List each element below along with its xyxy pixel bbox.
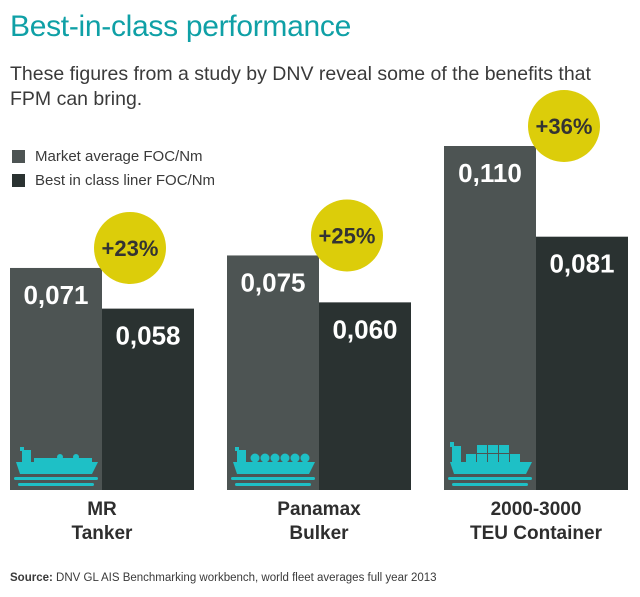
source-note: Source: DNV GL AIS Benchmarking workbenc… bbox=[10, 572, 437, 584]
data-label-market-2: 0,110 bbox=[458, 158, 522, 188]
percent-badge-label-1: +25% bbox=[319, 223, 376, 248]
percent-badge-1 bbox=[311, 199, 383, 272]
data-label-best-2: 0,081 bbox=[549, 249, 614, 279]
bar-market-2 bbox=[444, 146, 536, 490]
legend-swatch-market bbox=[12, 149, 25, 163]
category-label-1-0: Panamax bbox=[277, 499, 361, 520]
legend-swatch-best bbox=[12, 173, 25, 187]
source-label: Source: bbox=[10, 572, 53, 584]
bar-best-2 bbox=[536, 236, 628, 490]
data-label-best-1: 0,060 bbox=[332, 314, 397, 344]
tanker-ship-icon bbox=[14, 447, 98, 486]
legend-label-market: Market average FOC/Nm bbox=[35, 147, 203, 165]
category-label-2-0: 2000-3000 bbox=[491, 499, 582, 520]
category-label-0-1: Tanker bbox=[72, 523, 134, 544]
source-text: DNV GL AIS Benchmarking workbench, world… bbox=[52, 572, 437, 584]
category-label-2-1: TEU Container bbox=[470, 523, 603, 544]
data-label-best-0: 0,058 bbox=[115, 321, 180, 351]
container-ship-icon bbox=[448, 442, 532, 486]
chart-subtitle: These figures from a study by DNV reveal… bbox=[10, 63, 591, 110]
chart-title: Best-in-class performance bbox=[10, 10, 351, 43]
data-label-market-1: 0,075 bbox=[240, 267, 305, 297]
data-label-market-0: 0,071 bbox=[23, 280, 88, 310]
bar-best-0 bbox=[102, 308, 194, 490]
legend: Market average FOC/Nm Best in class line… bbox=[12, 144, 215, 192]
category-label-0-0: MR bbox=[87, 499, 117, 520]
bulker-ship-icon bbox=[231, 447, 315, 486]
legend-label-best: Best in class liner FOC/Nm bbox=[35, 171, 216, 189]
bar-best-1 bbox=[319, 302, 411, 490]
category-label-1-1: Bulker bbox=[289, 523, 349, 544]
percent-badge-label-0: +23% bbox=[102, 236, 159, 261]
legend-item-market: Market average FOC/Nm bbox=[12, 144, 215, 168]
percent-badge-label-2: +36% bbox=[536, 114, 593, 139]
legend-item-best: Best in class liner FOC/Nm bbox=[12, 168, 215, 192]
percent-badge-0 bbox=[94, 211, 166, 284]
percent-badge-2 bbox=[528, 90, 600, 162]
